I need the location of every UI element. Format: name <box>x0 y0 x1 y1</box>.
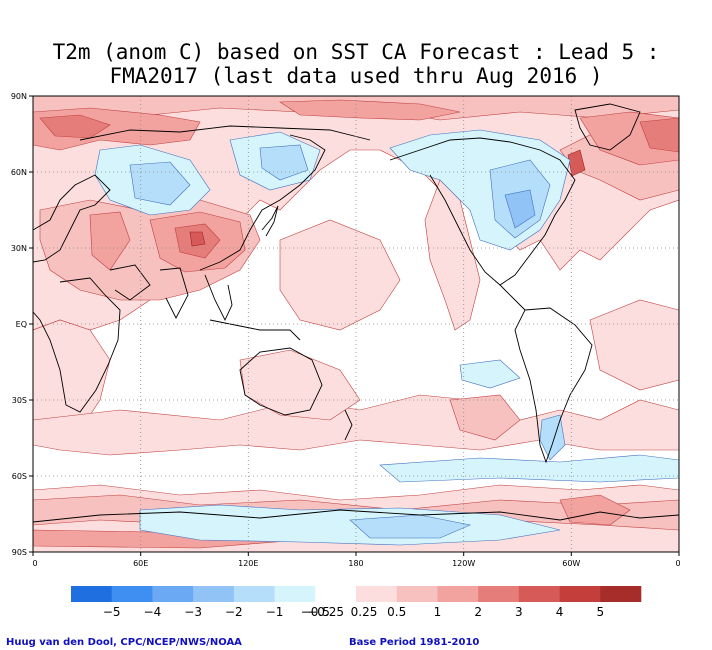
lat-label: 90N <box>11 92 27 101</box>
colorbar-swatch <box>437 586 479 602</box>
anomaly-region <box>189 231 206 247</box>
coastline-new-zealand <box>344 409 353 441</box>
lat-label: 30N <box>11 244 27 253</box>
anomaly-region <box>349 514 471 539</box>
coastline-india <box>159 267 189 319</box>
colorbar-swatch <box>315 586 357 602</box>
lon-label: 0 <box>675 559 680 568</box>
axis-ticks <box>29 95 680 556</box>
map-title-line-2: FMA2017 (last data used thru Aug 2016 ) <box>109 64 603 88</box>
lon-label: 120E <box>238 559 258 568</box>
colorbar-swatch <box>559 586 601 602</box>
lon-label: 120W <box>452 559 475 568</box>
colorbar-swatch <box>152 586 194 602</box>
anomaly-region <box>424 179 481 331</box>
colorbar-swatch <box>396 586 438 602</box>
colorbar-label: −0.5 <box>301 605 330 619</box>
anomaly-region <box>139 504 561 546</box>
coastline-indochina <box>204 274 233 322</box>
colorbar-label: 1 <box>434 605 442 619</box>
anomaly-region <box>459 359 521 389</box>
colorbar-label: −0.25 <box>307 605 344 619</box>
coastline-japan <box>261 205 279 237</box>
colorbar-swatch <box>193 586 235 602</box>
anomaly-region <box>504 189 536 229</box>
lat-label: 60N <box>11 168 27 177</box>
colorbar-swatch <box>478 586 520 602</box>
lat-label: EQ <box>16 320 27 329</box>
colorbar-label: −1 <box>266 605 284 619</box>
lon-label: 60W <box>562 559 580 568</box>
coastline-europe <box>33 174 111 263</box>
credit-author: Huug van den Dool, CPC/NCEP/NWS/NOAA <box>6 637 242 648</box>
lat-label: 90S <box>12 548 27 557</box>
colorbar-swatch <box>356 586 398 602</box>
anomaly-region <box>279 219 401 331</box>
colorbar-swatch <box>233 586 275 602</box>
anomaly-region <box>89 211 131 271</box>
coastlines <box>33 103 679 523</box>
lat-label: 30S <box>12 396 27 405</box>
coastline-antarctica <box>33 509 679 523</box>
latitude-labels: 90N 60N 30N EQ 30S 60S 90S <box>11 92 27 557</box>
anomaly-region <box>279 99 461 121</box>
coastline-indonesia <box>209 319 301 341</box>
coastline-south-america <box>514 307 593 464</box>
colorbar: −5 −4 −3 −2 −1 −0.5−0.25 0.25 0.5 1 2 3 4 5 <box>71 586 642 619</box>
lon-label: 180 <box>348 559 363 568</box>
colorbar-label: −2 <box>225 605 243 619</box>
colorbar-label: 4 <box>556 605 564 619</box>
anomaly-region <box>259 144 309 181</box>
colorbar-swatch <box>71 586 113 602</box>
colorbar-label: −4 <box>144 605 162 619</box>
map-title-line-1: T2m (anom C) based on SST CA Forecast : … <box>52 40 660 64</box>
coastline-arabia <box>109 264 151 301</box>
coastline-greenland <box>574 103 641 151</box>
colorbar-swatch <box>600 586 642 602</box>
longitude-labels: 0 60E 120E 180 120W 60W 0 <box>32 559 680 568</box>
graticule <box>33 96 679 552</box>
colorbar-label: 2 <box>474 605 482 619</box>
anomaly-region <box>567 149 586 177</box>
anomaly-region <box>589 299 679 391</box>
colorbar-label: 0.5 <box>387 605 406 619</box>
colorbar-label: −5 <box>103 605 121 619</box>
credit-base-period: Base Period 1981-2010 <box>349 637 480 648</box>
coastline-asia-east <box>199 134 326 271</box>
anomaly-region <box>539 414 566 461</box>
coastline-australia <box>239 347 323 416</box>
colorbar-label: 5 <box>596 605 604 619</box>
anomaly-region <box>33 529 301 549</box>
coastline-arctic-eurasia <box>79 125 371 141</box>
colorbar-swatch <box>518 586 560 602</box>
colorbar-label: −3 <box>184 605 202 619</box>
lon-label: 60E <box>133 559 148 568</box>
colorbar-label: 3 <box>515 605 523 619</box>
colorbar-swatch <box>274 586 316 602</box>
coastline-africa <box>33 277 121 413</box>
anomaly-region <box>379 454 679 483</box>
anomaly-region <box>449 394 521 441</box>
lon-label: 0 <box>32 559 37 568</box>
coastline-central-america <box>499 284 526 311</box>
colorbar-label: 0.25 <box>351 605 378 619</box>
colorbar-swatch <box>111 586 153 602</box>
anomaly-region <box>39 114 111 139</box>
coastline-north-america <box>389 137 576 286</box>
anomaly-region <box>129 161 191 206</box>
anomaly-region <box>639 117 679 153</box>
lat-label: 60S <box>12 472 27 481</box>
